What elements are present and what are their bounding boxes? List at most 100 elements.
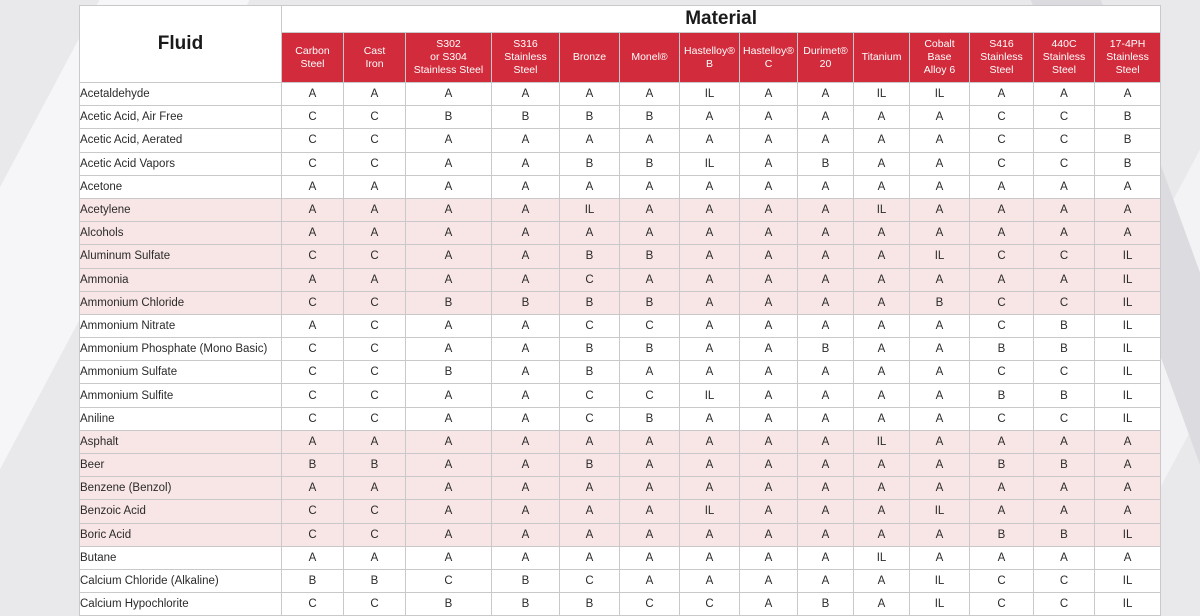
rating-cell: A — [1093, 81, 1162, 107]
rating-cell: B — [1093, 105, 1162, 130]
rating-cell: A — [797, 568, 854, 594]
rating-cell: A — [797, 128, 854, 153]
rating-cell: A — [281, 429, 344, 455]
rating-cell: IL — [1093, 568, 1162, 594]
rating-cell: IL — [853, 81, 910, 107]
table-row: Calcium Chloride (Alkaline) B B C B C A A A A A IL C… — [79, 568, 1162, 594]
rating-cell: A — [405, 429, 492, 455]
fluid-name-cell: Asphalt — [79, 429, 282, 455]
rating-cell: IL — [679, 151, 740, 176]
rating-cell: IL — [1093, 383, 1162, 408]
table-row: Aniline C C A A C B A A A A A C C IL — [79, 406, 1162, 431]
rating-cell: A — [797, 360, 854, 385]
rating-cell: B — [797, 151, 854, 176]
fluid-name-cell: Alcohols — [79, 221, 282, 246]
table-row: Asphalt A A A A A A A A A IL A A A A — [79, 429, 1162, 455]
fluid-name-cell: Ammonium Chloride — [79, 290, 282, 315]
rating-cell: A — [405, 197, 492, 223]
rating-cell: A — [1033, 81, 1095, 107]
rating-cell: B — [281, 568, 344, 594]
rating-cell: A — [679, 313, 740, 339]
rating-cell: C — [969, 244, 1034, 269]
rating-cell: A — [853, 290, 910, 315]
rating-cell: A — [619, 476, 680, 501]
rating-cell: C — [969, 105, 1034, 130]
rating-cell: C — [281, 522, 344, 547]
rating-cell: A — [739, 337, 798, 362]
table-row: Acetic Acid, Air Free C C B B B B A A A A A C C B — [79, 105, 1162, 130]
material-header-row: Carbon Steel Cast Iron S302 or S304 Stainl… — [80, 32, 1162, 83]
rating-cell: A — [679, 545, 740, 570]
rating-cell: IL — [1093, 267, 1162, 292]
rating-cell: A — [281, 313, 344, 339]
rating-cell: IL — [853, 545, 910, 570]
rating-cell: B — [559, 105, 620, 130]
rating-cell: A — [619, 128, 680, 153]
rating-cell: IL — [1093, 313, 1162, 339]
fluid-column-header: Fluid — [79, 5, 282, 83]
table-row: Calcium Hypochlorite C C B B B C C A B A IL C C IL — [79, 592, 1162, 616]
rating-cell: A — [491, 151, 560, 176]
material-column-header: 17-4PH Stainless Steel — [1093, 32, 1162, 83]
rating-cell: C — [969, 592, 1034, 616]
rating-cell: A — [739, 174, 798, 199]
rating-cell: A — [739, 197, 798, 223]
rating-cell: C — [559, 568, 620, 594]
table-row: Acetaldehyde A A A A A A IL A A IL IL A A A — [79, 81, 1162, 107]
table-row: Acetic Acid Vapors C C A A B B IL A B A A C C B — [79, 151, 1162, 176]
rating-cell: A — [739, 360, 798, 385]
rating-cell: B — [559, 244, 620, 269]
rating-cell: C — [1033, 105, 1095, 130]
rating-cell: A — [491, 452, 560, 478]
rating-cell: A — [797, 105, 854, 130]
rating-cell: C — [343, 522, 406, 547]
rating-cell: C — [1033, 128, 1095, 153]
rating-cell: C — [343, 151, 406, 176]
rating-cell: A — [909, 476, 970, 501]
rating-cell: A — [405, 81, 492, 107]
rating-cell: A — [853, 105, 910, 130]
rating-cell: A — [739, 151, 798, 176]
rating-cell: A — [343, 81, 406, 107]
rating-cell: A — [797, 429, 854, 455]
rating-cell: A — [679, 128, 740, 153]
rating-cell: A — [559, 499, 620, 524]
rating-cell: A — [853, 128, 910, 153]
rating-cell: B — [619, 105, 680, 130]
rating-cell: A — [1033, 499, 1095, 524]
material-column-header: Carbon Steel — [281, 32, 344, 83]
rating-cell: C — [1033, 360, 1095, 385]
rating-cell: B — [559, 290, 620, 315]
rating-cell: A — [619, 429, 680, 455]
rating-cell: IL — [559, 197, 620, 223]
rating-cell: C — [343, 244, 406, 269]
rating-cell: A — [405, 383, 492, 408]
fluid-name-cell: Acetylene — [79, 197, 282, 223]
table-row: Ammonium Nitrate A C A A C C A A A A A C B IL — [79, 313, 1162, 339]
fluid-name-cell: Aluminum Sulfate — [79, 244, 282, 269]
rating-cell: B — [619, 244, 680, 269]
rating-cell: A — [969, 499, 1034, 524]
rating-cell: C — [343, 313, 406, 339]
rating-cell: A — [739, 81, 798, 107]
rating-cell: A — [739, 128, 798, 153]
rating-cell: A — [343, 197, 406, 223]
rating-cell: A — [343, 545, 406, 570]
rating-cell: C — [969, 313, 1034, 339]
rating-cell: A — [619, 499, 680, 524]
rating-cell: A — [343, 476, 406, 501]
rating-cell: B — [619, 406, 680, 431]
rating-cell: B — [343, 452, 406, 478]
rating-cell: A — [853, 337, 910, 362]
rating-cell: B — [797, 337, 854, 362]
rating-cell: C — [343, 592, 406, 616]
rating-cell: C — [281, 383, 344, 408]
rating-cell: A — [909, 105, 970, 130]
rating-cell: C — [343, 290, 406, 315]
fluid-name-cell: Acetaldehyde — [79, 81, 282, 107]
rating-cell: A — [853, 452, 910, 478]
table-row: Beer B B A A B A A A A A A B B A — [79, 452, 1162, 478]
rating-cell: A — [797, 290, 854, 315]
table-row: Alcohols A A A A A A A A A A A A A A — [79, 221, 1162, 246]
table-row: Boric Acid C C A A A A A A A A A B B IL — [79, 522, 1162, 547]
